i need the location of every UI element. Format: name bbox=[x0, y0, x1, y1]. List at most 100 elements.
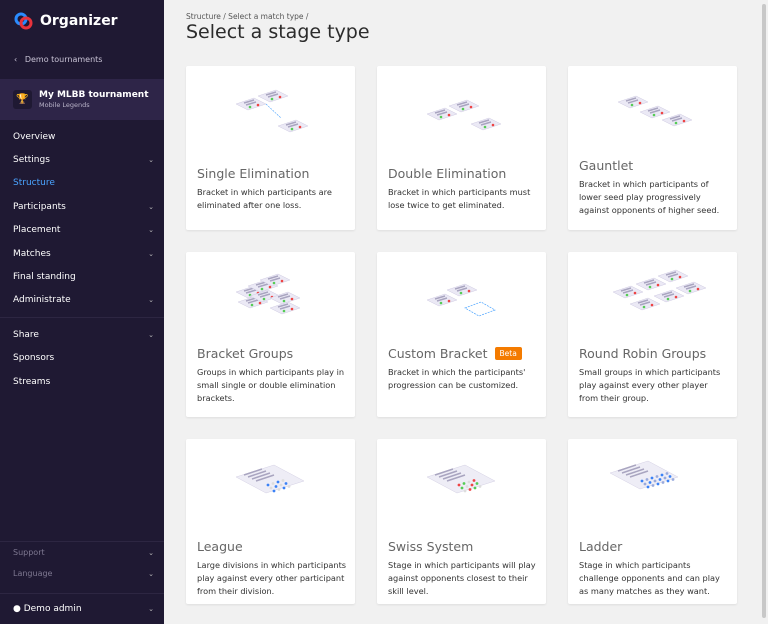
stage-title: Ladder bbox=[579, 539, 622, 554]
nav-label: Final standing bbox=[13, 272, 76, 283]
nav-label: Sponsors bbox=[13, 353, 55, 364]
stage-description: Small groups in which participants play … bbox=[579, 367, 721, 403]
back-label: Demo tournaments bbox=[24, 55, 103, 64]
back-link[interactable]: ‹ Demo tournaments bbox=[14, 55, 102, 64]
nav-placement[interactable]: Placement ⌄ bbox=[0, 219, 164, 242]
organizer-logo-icon bbox=[14, 12, 33, 30]
stage-description: Stage in which participants will play ag… bbox=[388, 560, 536, 596]
stage-title: League bbox=[197, 539, 243, 554]
swiss-system-illustration-icon bbox=[426, 464, 496, 494]
nav-label: Placement bbox=[13, 225, 61, 236]
chevron-down-icon: ⌄ bbox=[148, 156, 154, 165]
bracket-groups-illustration-icon bbox=[235, 273, 301, 315]
nav-overview[interactable]: Overview bbox=[0, 125, 164, 148]
main-nav: Overview Settings ⌄ Structure Participant… bbox=[0, 125, 164, 393]
nav-structure[interactable]: Structure bbox=[0, 172, 164, 195]
tournament-header[interactable]: 🏆 My MLBB tournament Mobile Legends bbox=[0, 79, 164, 120]
chevron-down-icon: ⌄ bbox=[148, 548, 154, 557]
ladder-illustration-icon bbox=[609, 460, 679, 490]
stage-card-round-robin-groups[interactable]: Round Robin Groups Small groups in which… bbox=[568, 252, 737, 417]
breadcrumb[interactable]: Structure / Select a match type / bbox=[186, 12, 309, 21]
app-name: Organizer bbox=[40, 13, 118, 29]
tournament-game: Mobile Legends bbox=[39, 101, 90, 109]
nav-label: Structure bbox=[13, 178, 55, 189]
stage-title: Swiss System bbox=[388, 539, 473, 554]
stage-title-text: Single Elimination bbox=[197, 166, 310, 181]
nav-label: Streams bbox=[13, 376, 51, 387]
page-title: Select a stage type bbox=[186, 21, 370, 43]
nav-label: Administrate bbox=[13, 295, 71, 306]
stage-card-single-elimination[interactable]: Single Elimination Bracket in which part… bbox=[186, 66, 355, 230]
nav-language[interactable]: Language ⌄ bbox=[0, 563, 164, 584]
nav-share[interactable]: Share ⌄ bbox=[0, 323, 164, 346]
stage-title-text: League bbox=[197, 539, 243, 554]
chevron-down-icon: ⌄ bbox=[148, 249, 154, 258]
stage-card-bracket-groups[interactable]: Bracket Groups Groups in which participa… bbox=[186, 252, 355, 417]
double-elimination-illustration-icon bbox=[426, 99, 502, 131]
stage-title: Double Elimination bbox=[388, 166, 506, 181]
nav-support[interactable]: Support ⌄ bbox=[0, 542, 164, 563]
chevron-down-icon: ⌄ bbox=[148, 604, 154, 613]
sidebar: Organizer ‹ Demo tournaments 🏆 My MLBB t… bbox=[0, 0, 164, 624]
nav-sponsors[interactable]: Sponsors bbox=[0, 347, 164, 370]
stage-title-text: Custom Bracket bbox=[388, 346, 488, 361]
nav-label: Language bbox=[13, 569, 53, 578]
stage-description: Groups in which participants play in sma… bbox=[197, 367, 345, 403]
stage-title-text: Double Elimination bbox=[388, 166, 507, 181]
chevron-down-icon: ⌄ bbox=[148, 296, 154, 305]
stage-title: Gauntlet bbox=[579, 158, 633, 173]
beta-badge: Beta bbox=[494, 347, 522, 360]
stage-title-text: Gauntlet bbox=[579, 158, 634, 173]
stage-card-swiss-system[interactable]: Swiss System Stage in which participants… bbox=[377, 439, 546, 604]
tournament-name: My MLBB tournament bbox=[39, 90, 149, 100]
stage-description: Bracket in which participants must lose … bbox=[388, 187, 531, 210]
chevron-down-icon: ⌄ bbox=[148, 330, 154, 339]
nav-streams[interactable]: Streams bbox=[0, 370, 164, 393]
stage-title: Single Elimination bbox=[197, 166, 309, 181]
nav-settings[interactable]: Settings ⌄ bbox=[0, 148, 164, 171]
user-icon: ● bbox=[13, 603, 24, 614]
nav-final-standing[interactable]: Final standing bbox=[0, 265, 164, 288]
stage-title: Round Robin Groups bbox=[579, 346, 706, 361]
stage-card-gauntlet[interactable]: Gauntlet Bracket in which participants o… bbox=[568, 66, 737, 230]
scrollbar-thumb[interactable] bbox=[762, 4, 766, 618]
stage-description: Stage in which participants challenge op… bbox=[579, 560, 720, 596]
stage-card-custom-bracket[interactable]: Custom Bracket Beta Bracket in which the … bbox=[377, 252, 546, 417]
stage-title: Bracket Groups bbox=[197, 346, 293, 361]
stage-title-text: Round Robin Groups bbox=[579, 346, 707, 361]
stage-title-text: Swiss System bbox=[388, 539, 474, 554]
nav-participants[interactable]: Participants ⌄ bbox=[0, 195, 164, 218]
single-elimination-illustration-icon bbox=[235, 89, 309, 133]
round-robin-groups-illustration-icon bbox=[612, 269, 707, 311]
user-menu-button[interactable]: ● Demo admin ⌄ bbox=[0, 597, 164, 620]
stage-card-league[interactable]: League Large divisions in which particip… bbox=[186, 439, 355, 604]
chevron-down-icon: ⌄ bbox=[148, 569, 154, 578]
nav-label: Support bbox=[13, 548, 45, 557]
stage-description: Bracket in which participants are elimin… bbox=[197, 187, 332, 210]
nav-label: Matches bbox=[13, 248, 51, 259]
main-content: Structure / Select a match type / Select… bbox=[164, 0, 760, 624]
stage-title-text: Ladder bbox=[579, 539, 623, 554]
nav-matches[interactable]: Matches ⌄ bbox=[0, 242, 164, 265]
stage-title-text: Bracket Groups bbox=[197, 346, 294, 361]
stage-description: Large divisions in which participants pl… bbox=[197, 560, 347, 596]
footer-nav: Support ⌄ Language ⌄ bbox=[0, 541, 164, 584]
stage-description: Bracket in which participants of lower s… bbox=[579, 179, 720, 215]
nav-label: Overview bbox=[13, 131, 56, 142]
nav-label: Share bbox=[13, 329, 39, 340]
custom-bracket-illustration-icon bbox=[426, 283, 496, 317]
user-menu: ● Demo admin ⌄ bbox=[0, 593, 164, 620]
user-name: Demo admin bbox=[23, 603, 82, 614]
league-illustration-icon bbox=[235, 464, 305, 494]
stage-card-double-elimination[interactable]: Double Elimination Bracket in which part… bbox=[377, 66, 546, 230]
gauntlet-illustration-icon bbox=[617, 95, 693, 127]
divider bbox=[0, 317, 164, 319]
stage-card-ladder[interactable]: Ladder Stage in which participants chall… bbox=[568, 439, 737, 604]
nav-label: Settings bbox=[13, 155, 50, 166]
trophy-icon: 🏆 bbox=[13, 90, 32, 109]
app-logo[interactable]: Organizer bbox=[14, 12, 118, 30]
stage-title: Custom Bracket Beta bbox=[388, 346, 522, 361]
nav-administrate[interactable]: Administrate ⌄ bbox=[0, 289, 164, 312]
chevron-left-icon: ‹ bbox=[14, 55, 25, 64]
stage-description: Bracket in which the participants' progr… bbox=[388, 367, 526, 390]
